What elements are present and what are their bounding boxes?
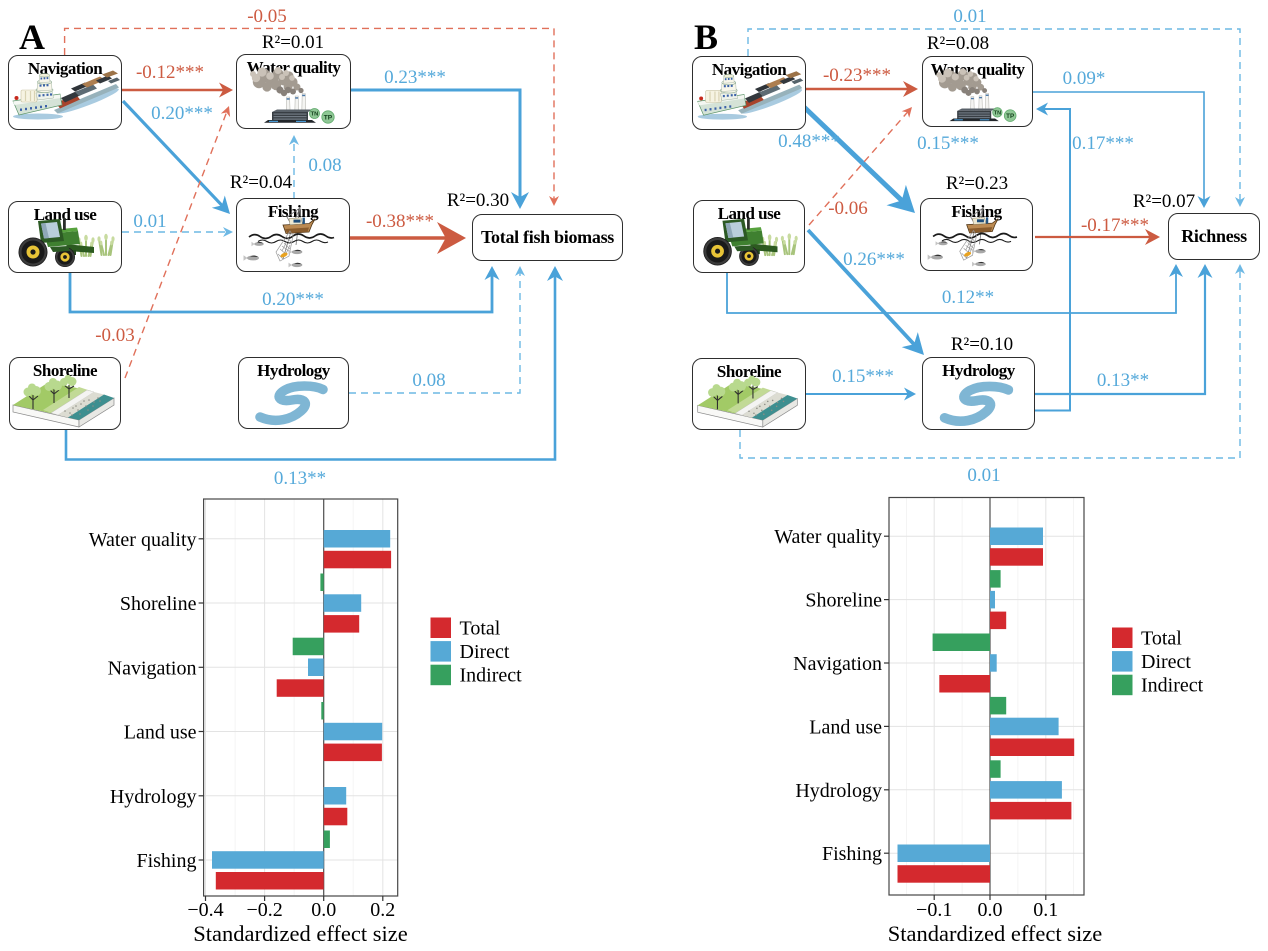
svg-text:Direct: Direct bbox=[460, 641, 510, 663]
svg-text:Fishing: Fishing bbox=[136, 850, 196, 872]
svg-text:Water quality: Water quality bbox=[89, 529, 197, 551]
svg-text:−0.2: −0.2 bbox=[246, 899, 282, 921]
svg-text:Total: Total bbox=[1141, 628, 1182, 650]
svg-text:Total: Total bbox=[460, 618, 501, 640]
svg-text:Indirect: Indirect bbox=[460, 665, 523, 687]
svg-text:Shoreline: Shoreline bbox=[120, 593, 197, 615]
svg-text:0.0: 0.0 bbox=[978, 899, 1003, 921]
svg-text:Navigation: Navigation bbox=[793, 653, 882, 675]
svg-text:Standardized effect size: Standardized effect size bbox=[193, 921, 407, 946]
svg-text:Fishing: Fishing bbox=[822, 843, 882, 865]
svg-text:Land use: Land use bbox=[809, 716, 882, 738]
svg-text:Direct: Direct bbox=[1141, 651, 1191, 673]
svg-text:0.0: 0.0 bbox=[311, 899, 336, 921]
svg-text:−0.4: −0.4 bbox=[187, 899, 223, 921]
svg-text:Hydrology: Hydrology bbox=[110, 786, 197, 808]
svg-text:Water quality: Water quality bbox=[774, 526, 882, 548]
svg-text:Indirect: Indirect bbox=[1141, 675, 1204, 697]
svg-text:Shoreline: Shoreline bbox=[805, 590, 882, 612]
svg-text:Navigation: Navigation bbox=[108, 657, 197, 679]
svg-text:Standardized effect size: Standardized effect size bbox=[888, 921, 1102, 946]
svg-text:0.2: 0.2 bbox=[370, 899, 395, 921]
svg-text:Land use: Land use bbox=[124, 722, 197, 744]
svg-text:0.1: 0.1 bbox=[1033, 899, 1058, 921]
svg-text:Hydrology: Hydrology bbox=[795, 780, 882, 802]
svg-text:−0.1: −0.1 bbox=[916, 899, 952, 921]
